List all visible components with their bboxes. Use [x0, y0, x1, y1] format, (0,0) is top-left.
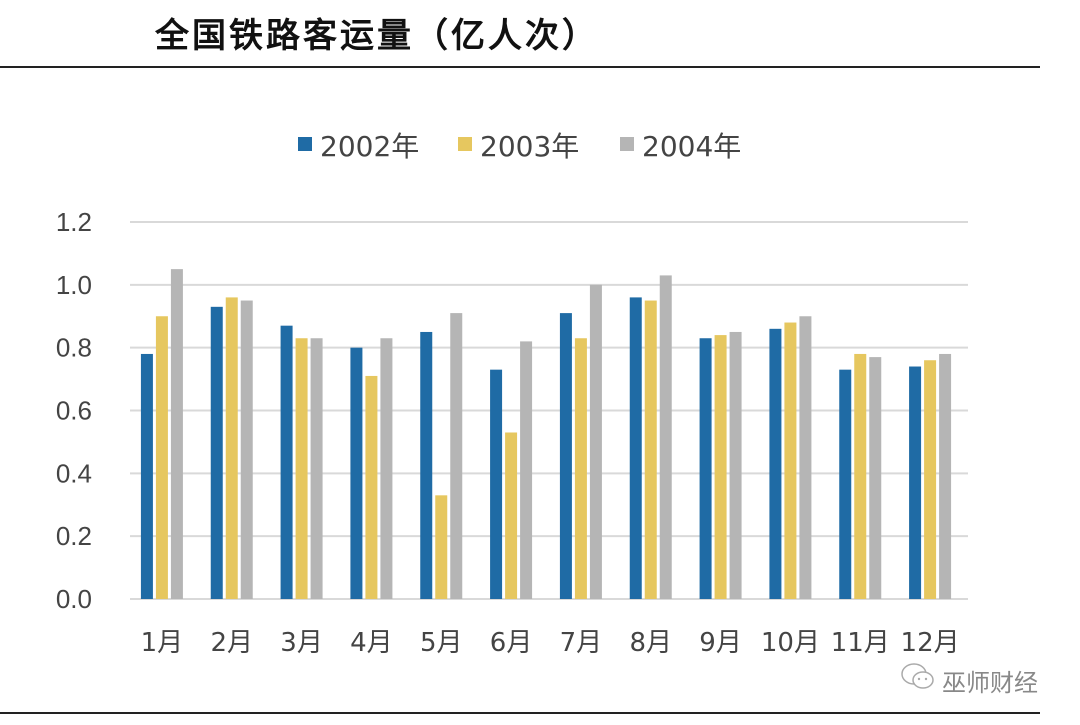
watermark: 巫师财经 [900, 662, 1038, 698]
bar-2004年-9月 [729, 331, 742, 599]
bar-2003年-11月 [854, 353, 867, 599]
page-title: 全国铁路客运量（亿人次） [155, 16, 599, 56]
legend-label: 2004年 [642, 130, 741, 163]
bar-2002年-3月 [280, 325, 293, 599]
x-tick-label: 4月 [350, 628, 393, 658]
x-tick-label: 6月 [490, 628, 533, 658]
bar-2002年-6月 [490, 369, 503, 599]
bar-2002年-12月 [909, 366, 922, 599]
bar-2004年-6月 [520, 341, 533, 599]
x-tick-label: 1月 [141, 628, 184, 658]
bar-2004年-7月 [589, 284, 602, 599]
bar-2002年-4月 [350, 347, 363, 599]
y-tick-label: 1.2 [56, 207, 92, 237]
bar-2003年-4月 [365, 375, 378, 599]
y-tick-label: 1.0 [56, 270, 92, 300]
legend-swatch [458, 137, 472, 151]
x-tick-label: 2月 [210, 628, 253, 658]
bar-2003年-2月 [225, 297, 238, 599]
bar-2002年-5月 [420, 331, 433, 599]
bar-2003年-6月 [505, 432, 518, 599]
y-tick-label: 0.2 [56, 521, 92, 551]
y-tick-label: 0.4 [56, 458, 92, 488]
y-tick-label: 0.0 [56, 584, 92, 614]
bar-2003年-7月 [574, 338, 587, 599]
bar-2004年-11月 [869, 357, 882, 599]
bar-2003年-12月 [924, 360, 937, 599]
bar-2004年-1月 [170, 269, 183, 599]
bar-2004年-4月 [380, 338, 393, 599]
x-tick-label: 8月 [629, 628, 672, 658]
bar-2002年-8月 [629, 297, 642, 599]
legend-swatch [298, 137, 312, 151]
bar-2002年-9月 [699, 338, 712, 599]
bar-2003年-3月 [295, 338, 308, 599]
bar-2003年-1月 [155, 316, 168, 599]
watermark-text: 巫师财经 [942, 668, 1038, 697]
x-tick-label: 7月 [560, 628, 603, 658]
x-tick-label: 12月 [901, 628, 960, 658]
bar-2004年-12月 [939, 353, 952, 599]
bar-2003年-8月 [644, 300, 657, 599]
bar-2004年-5月 [450, 313, 463, 599]
legend-swatch [620, 137, 634, 151]
bar-2004年-8月 [659, 275, 672, 599]
bar-2004年-2月 [240, 300, 253, 599]
y-tick-label: 0.8 [56, 333, 92, 363]
y-tick-label: 0.6 [56, 396, 92, 426]
x-tick-label: 3月 [280, 628, 323, 658]
wechat-icon [900, 662, 936, 698]
bar-2002年-2月 [210, 306, 223, 599]
bar-2003年-9月 [714, 335, 727, 599]
top-divider [0, 66, 1040, 68]
bar-2002年-11月 [839, 369, 852, 599]
bar-2003年-5月 [435, 495, 448, 599]
bar-2002年-7月 [559, 313, 572, 599]
bar-2002年-10月 [769, 328, 782, 599]
x-tick-label: 10月 [761, 628, 820, 658]
legend-label: 2002年 [320, 130, 419, 163]
x-tick-label: 9月 [699, 628, 742, 658]
x-tick-label: 11月 [831, 628, 890, 658]
bar-2002年-1月 [140, 353, 153, 599]
bar-2003年-10月 [784, 322, 797, 599]
bar-2004年-3月 [310, 338, 323, 599]
bottom-divider [0, 712, 1040, 714]
legend-label: 2003年 [480, 130, 579, 163]
x-tick-label: 5月 [420, 628, 463, 658]
bar-2004年-10月 [799, 316, 812, 599]
